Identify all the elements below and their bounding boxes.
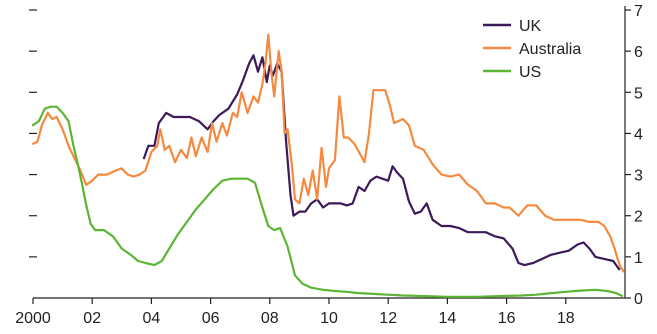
series-line-us (31, 105, 624, 298)
y-tick-label: 0 (634, 291, 643, 308)
x-tick-label: 04 (143, 310, 161, 327)
y-tick-label: 4 (634, 126, 643, 143)
x-tick-label: 10 (320, 310, 338, 327)
x-tick-label: 02 (83, 310, 101, 327)
x-tick-label: 06 (202, 310, 220, 327)
series-line-australia (31, 33, 625, 273)
y-tick-label: 2 (634, 209, 643, 226)
x-tick-label: 18 (557, 310, 575, 327)
legend: UK Australia US (483, 18, 581, 81)
x-axis: 2000 02 04 06 08 10 12 14 16 18 (15, 298, 575, 327)
legend-label-us: US (519, 64, 541, 81)
x-tick-label: 16 (498, 310, 516, 327)
y-tick-label: 5 (634, 85, 643, 102)
x-tick-label: 14 (439, 310, 457, 327)
y-tick-label: 7 (634, 3, 643, 20)
y-tick-label: 3 (634, 168, 643, 185)
series-line-uk (142, 54, 621, 271)
legend-label-uk: UK (519, 18, 542, 35)
y-axis: 0 1 2 3 4 5 6 7 (29, 3, 643, 308)
y-tick-label: 1 (634, 250, 643, 267)
x-tick-label: 12 (379, 310, 397, 327)
y-tick-label: 6 (634, 44, 643, 61)
legend-label-australia: Australia (519, 41, 581, 58)
x-tick-label: 08 (261, 310, 279, 327)
series-lines (31, 33, 625, 298)
x-tick-label: 2000 (15, 310, 51, 327)
